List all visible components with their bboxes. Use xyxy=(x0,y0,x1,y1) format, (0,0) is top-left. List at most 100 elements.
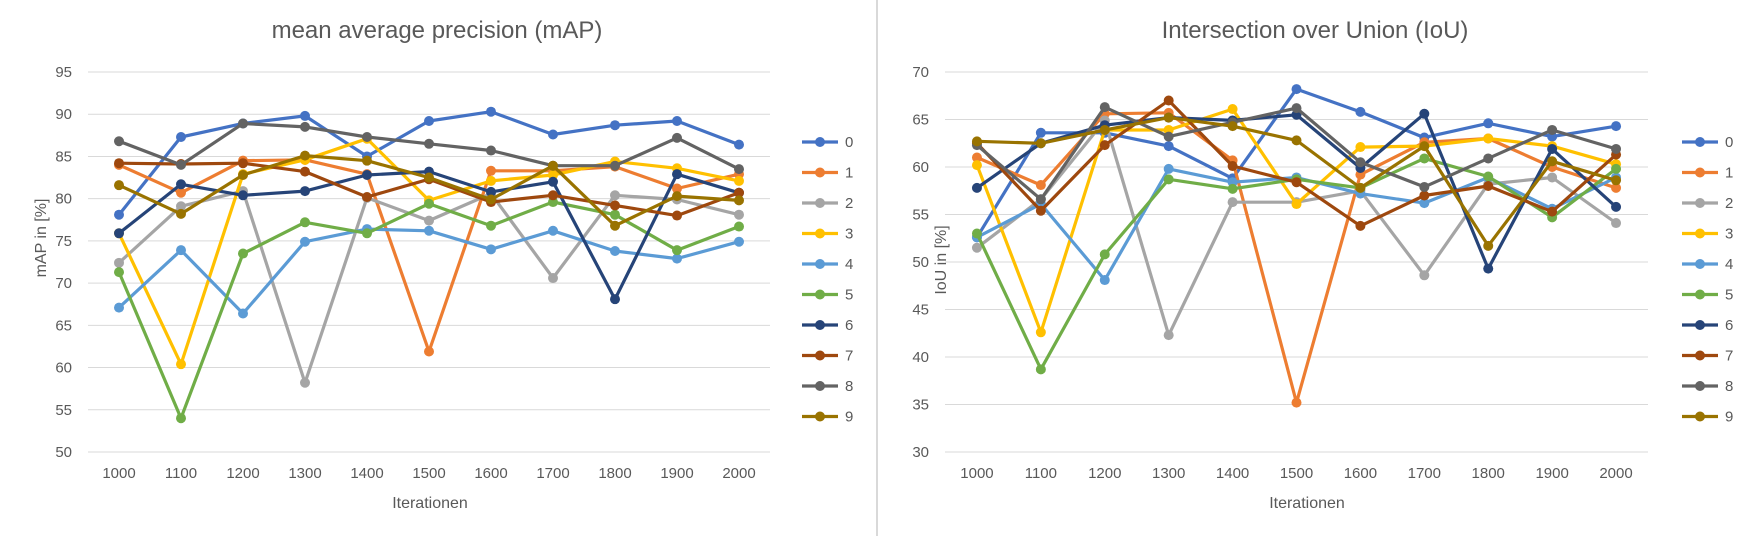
data-point xyxy=(1419,198,1430,209)
y-tick-label: 50 xyxy=(912,254,929,271)
data-point xyxy=(238,118,248,129)
y-tick-label: 70 xyxy=(55,275,72,292)
data-point xyxy=(1419,181,1430,192)
y-tick-label: 60 xyxy=(55,360,72,377)
x-tick-label: 1600 xyxy=(1344,465,1377,482)
data-point xyxy=(300,121,310,132)
legend-label: 6 xyxy=(1725,317,1733,334)
x-axis-title: Iterationen xyxy=(1269,495,1345,512)
x-tick-label: 1000 xyxy=(102,465,135,482)
x-tick-label: 1100 xyxy=(1025,465,1057,482)
legend-item: 8 xyxy=(1682,378,1733,395)
x-tick-label: 1100 xyxy=(165,465,197,482)
data-point xyxy=(1355,220,1366,231)
data-point xyxy=(672,253,682,264)
data-point xyxy=(1419,108,1430,119)
y-tick-label: 50 xyxy=(55,444,72,461)
data-point xyxy=(734,195,744,206)
series-line xyxy=(975,156,1617,371)
data-point xyxy=(300,217,310,228)
data-point xyxy=(114,267,124,278)
data-point xyxy=(424,115,434,126)
data-point xyxy=(1355,142,1366,153)
panel-divider xyxy=(876,0,878,536)
x-tick-label: 1200 xyxy=(226,465,259,482)
y-tick-label: 55 xyxy=(912,207,929,224)
data-point xyxy=(362,170,372,181)
legend-marker xyxy=(815,350,825,361)
legend-item: 2 xyxy=(802,195,853,212)
data-point xyxy=(1483,133,1494,144)
legend-marker xyxy=(1695,320,1705,330)
legend-item: 4 xyxy=(1682,256,1733,273)
data-point xyxy=(486,106,496,117)
data-point xyxy=(486,194,496,205)
legend-marker xyxy=(1695,259,1705,269)
data-point xyxy=(734,164,744,175)
data-point xyxy=(672,169,682,180)
legend-marker xyxy=(1695,350,1705,361)
x-tick-label: 1300 xyxy=(288,465,321,482)
data-point xyxy=(114,228,124,239)
chart-title: mean average precision (mAP) xyxy=(272,17,603,44)
legend-label: 5 xyxy=(1725,287,1733,304)
data-point xyxy=(1291,103,1302,114)
legend-item: 4 xyxy=(802,256,853,273)
data-point xyxy=(424,138,434,149)
legend-item: 6 xyxy=(802,317,853,334)
data-point xyxy=(1163,95,1174,106)
data-point xyxy=(176,245,186,256)
y-tick-label: 55 xyxy=(55,402,72,419)
data-point xyxy=(672,210,682,221)
data-point xyxy=(424,215,434,226)
data-point xyxy=(1099,249,1110,260)
data-point xyxy=(114,136,124,147)
legend: 0 1 2 3 4 5 6 7 8 9 xyxy=(1682,134,1733,426)
x-tick-label: 1900 xyxy=(1535,465,1568,482)
series-2 xyxy=(114,186,744,388)
legend-label: 3 xyxy=(845,226,853,243)
y-tick-label: 95 xyxy=(55,64,72,81)
legend-label: 6 xyxy=(845,317,853,334)
legend-marker xyxy=(1695,137,1705,147)
data-point xyxy=(1227,161,1238,172)
data-point xyxy=(486,165,496,176)
legend-marker xyxy=(1695,411,1705,422)
legend-label: 1 xyxy=(845,165,853,182)
data-point xyxy=(176,208,186,219)
data-point xyxy=(176,201,186,212)
data-point xyxy=(1291,84,1302,95)
data-point xyxy=(238,158,248,169)
data-point xyxy=(300,110,310,121)
data-point xyxy=(610,209,620,220)
gridlines xyxy=(945,71,1648,453)
legend-item: 1 xyxy=(802,165,853,182)
data-point xyxy=(1163,112,1174,123)
data-point xyxy=(1099,102,1110,113)
data-point xyxy=(424,225,434,236)
legend-marker xyxy=(1695,381,1705,391)
data-point xyxy=(548,129,558,140)
legend-marker xyxy=(1695,289,1705,300)
data-point xyxy=(1547,206,1558,217)
data-point xyxy=(1163,330,1174,341)
legend-label: 2 xyxy=(845,195,853,212)
data-point xyxy=(1483,153,1494,164)
legend-marker xyxy=(815,228,825,239)
data-point xyxy=(1355,106,1366,117)
data-point xyxy=(734,139,744,150)
data-point xyxy=(1547,172,1558,183)
data-point xyxy=(1035,364,1046,375)
legend-label: 5 xyxy=(845,287,853,304)
data-point xyxy=(1547,143,1558,154)
legend-marker xyxy=(815,381,825,391)
data-point xyxy=(176,159,186,170)
data-point xyxy=(548,190,558,201)
legend-item: 6 xyxy=(1682,317,1733,334)
legend-item: 5 xyxy=(1682,287,1733,304)
x-tick-label: 1500 xyxy=(412,465,445,482)
series-line xyxy=(976,111,1617,405)
x-axis-ticks: 1000 1100 1200 1300 1400 1500 1600 1700 1800 1900… xyxy=(102,465,755,482)
x-tick-label: 1700 xyxy=(536,465,569,482)
data-point xyxy=(1419,270,1430,281)
